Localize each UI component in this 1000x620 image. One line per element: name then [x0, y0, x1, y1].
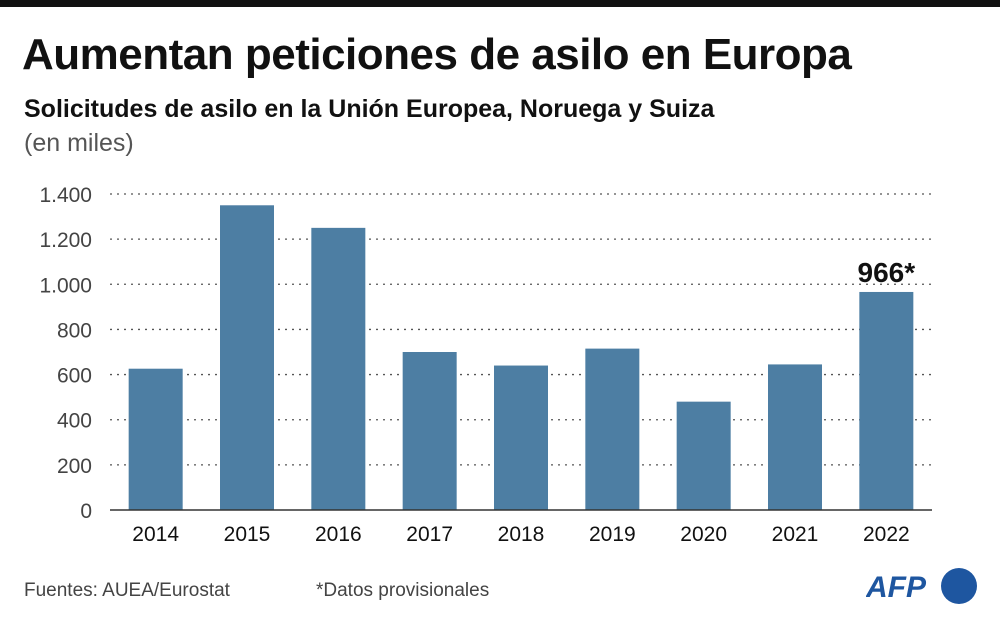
y-tick-label: 800 [57, 319, 92, 342]
bar-2022 [859, 291, 914, 510]
data-label: 966* [858, 257, 916, 288]
y-tick-label: 200 [57, 455, 92, 478]
y-tick-label: 600 [57, 365, 92, 388]
bar-2019 [585, 348, 640, 510]
bar-2014 [128, 368, 183, 510]
y-tick-label: 0 [80, 500, 92, 523]
y-tick-label: 1.000 [39, 274, 92, 297]
x-tick-label: 2022 [863, 523, 910, 546]
bar-2015 [220, 205, 274, 511]
afp-logo: AFP [866, 568, 977, 604]
afp-logo-text: AFP [866, 571, 927, 604]
x-tick-label: 2019 [589, 523, 636, 546]
bar-2018 [494, 365, 548, 510]
y-tick-label: 1.400 [39, 184, 92, 207]
bar-2017 [402, 352, 457, 510]
unit-label: (en miles) [24, 129, 134, 157]
x-tick-label: 2020 [680, 523, 727, 546]
x-tick-label: 2021 [772, 523, 819, 546]
bar-2016 [311, 227, 366, 510]
footnote: *Datos provisionales [316, 580, 490, 601]
x-tick-label: 2017 [406, 523, 453, 546]
bar-2021 [768, 364, 822, 510]
x-tick-label: 2018 [498, 523, 545, 546]
top-rule [0, 0, 1000, 7]
chart-subtitle: Solicitudes de asilo en la Unión Europea… [24, 95, 715, 123]
y-tick-label: 1.200 [39, 229, 92, 252]
bar-2020 [676, 401, 731, 510]
chart-title: Aumentan peticiones de asilo en Europa [22, 30, 852, 79]
afp-logo-circle [941, 568, 977, 604]
source-text: Fuentes: AUEA/Eurostat [24, 580, 230, 601]
x-tick-label: 2016 [315, 523, 362, 546]
y-tick-label: 400 [57, 410, 92, 433]
x-tick-label: 2015 [224, 523, 271, 546]
x-tick-label: 2014 [132, 523, 179, 546]
